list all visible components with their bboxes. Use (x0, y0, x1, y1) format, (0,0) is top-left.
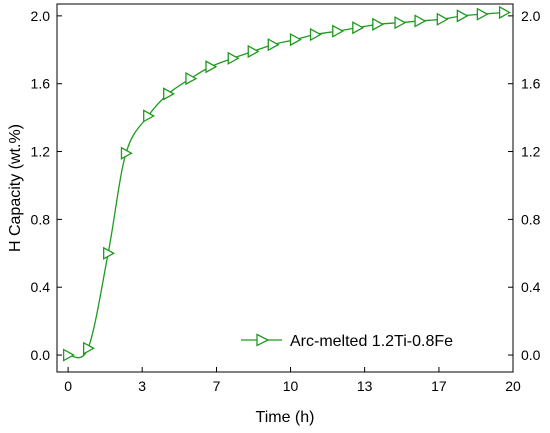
legend-marker (256, 333, 270, 347)
plot-frame (56, 3, 514, 373)
data-point (120, 146, 133, 160)
y-tick-label-right: 2.0 (521, 8, 541, 24)
data-point (247, 44, 260, 59)
x-tick-label: 3 (138, 378, 146, 394)
y-tick-label-right: 0.0 (521, 347, 541, 363)
data-point (267, 38, 280, 52)
data-point (436, 12, 449, 26)
data-point (498, 5, 511, 20)
y-tick-label-right: 1.2 (521, 144, 541, 160)
y-axis-label: H Capacity (wt.%) (7, 124, 24, 252)
x-tick-label: 20 (505, 378, 521, 394)
data-point (227, 51, 240, 65)
data-point (394, 16, 407, 30)
y-tick-label-left: 2.0 (31, 8, 51, 24)
x-tick-label: 10 (283, 378, 299, 394)
legend: Arc-melted 1.2Ti-0.8Fe (241, 333, 453, 350)
legend-label: Arc-melted 1.2Ti-0.8Fe (290, 333, 453, 350)
y-tick-label-right: 0.4 (521, 279, 541, 295)
data-point (185, 72, 198, 86)
data-point (205, 60, 218, 74)
data-point (143, 109, 156, 123)
data-point (103, 246, 116, 260)
y-tick-label-left: 1.2 (31, 144, 51, 160)
series-line (67, 11, 505, 359)
data-point (332, 24, 345, 38)
y-tick-label-left: 1.6 (31, 76, 51, 92)
y-tick-label-left: 0.4 (31, 279, 51, 295)
data-point (476, 7, 489, 21)
x-tick-label: 13 (357, 378, 373, 394)
y-tick-label-right: 1.6 (521, 76, 541, 92)
data-point (289, 33, 302, 47)
y-tick-label-right: 0.8 (521, 211, 541, 227)
y-tick-label-left: 0.0 (31, 347, 51, 363)
data-point (456, 9, 469, 23)
x-tick-label: 17 (431, 378, 447, 394)
data-point (62, 348, 75, 362)
data-point (414, 14, 427, 28)
x-tick-label: 0 (64, 378, 72, 394)
data-point (352, 21, 365, 35)
data-point (82, 341, 95, 355)
data-point (163, 87, 176, 101)
x-tick-label: 7 (213, 378, 221, 394)
data-point (309, 27, 322, 42)
data-point (372, 17, 385, 31)
x-axis-label: Time (h) (256, 409, 315, 426)
y-tick-label-left: 0.8 (31, 211, 51, 227)
